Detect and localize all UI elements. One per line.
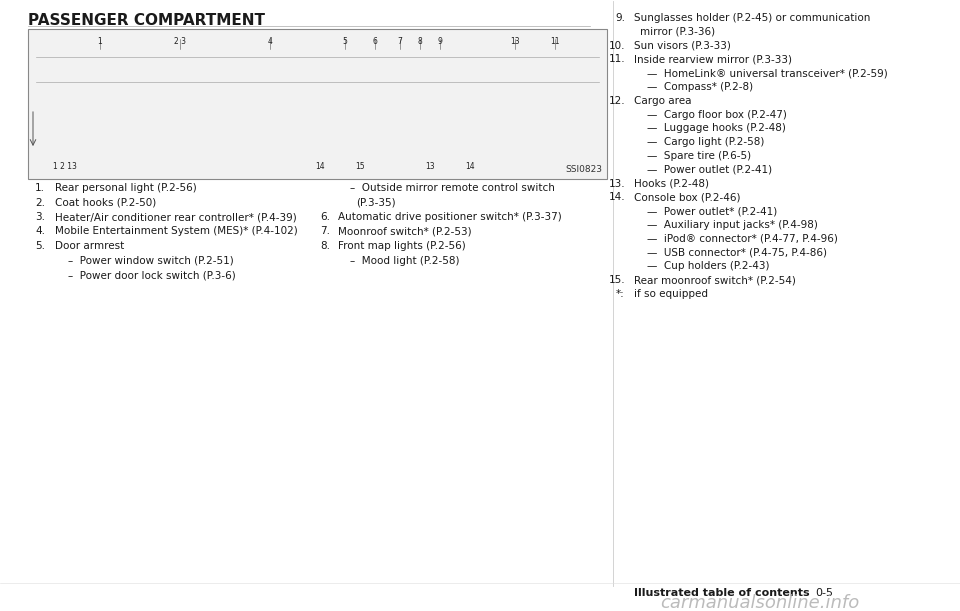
Text: 9.: 9. bbox=[615, 13, 625, 23]
Text: 1 2 13: 1 2 13 bbox=[53, 162, 77, 171]
Text: 1.: 1. bbox=[35, 183, 45, 193]
Text: 11.: 11. bbox=[609, 54, 625, 64]
Text: —  Cup holders (P.2-43): — Cup holders (P.2-43) bbox=[647, 262, 770, 271]
Text: —  Cargo floor box (P.2-47): — Cargo floor box (P.2-47) bbox=[647, 109, 787, 120]
Text: —  HomeLink® universal transceiver* (P.2-59): — HomeLink® universal transceiver* (P.2-… bbox=[647, 68, 888, 78]
Text: 10.: 10. bbox=[609, 40, 625, 51]
Text: Cargo area: Cargo area bbox=[634, 96, 691, 106]
Text: Rear moonroof switch* (P.2-54): Rear moonroof switch* (P.2-54) bbox=[634, 275, 796, 285]
Text: —  Luggage hooks (P.2-48): — Luggage hooks (P.2-48) bbox=[647, 123, 786, 133]
Text: 8: 8 bbox=[418, 37, 422, 46]
Text: 9: 9 bbox=[438, 37, 443, 46]
Text: —  Auxiliary input jacks* (P.4-98): — Auxiliary input jacks* (P.4-98) bbox=[647, 220, 818, 230]
Text: 6.: 6. bbox=[320, 212, 330, 222]
Text: 14.: 14. bbox=[609, 192, 625, 202]
Text: SSI0823: SSI0823 bbox=[565, 165, 602, 174]
Text: 14: 14 bbox=[315, 162, 324, 171]
Text: Hooks (P.2-48): Hooks (P.2-48) bbox=[634, 178, 709, 189]
Text: 4: 4 bbox=[268, 37, 273, 46]
Text: 7.: 7. bbox=[320, 227, 330, 236]
Text: Inside rearview mirror (P.3-33): Inside rearview mirror (P.3-33) bbox=[634, 54, 792, 64]
Text: if so equipped: if so equipped bbox=[634, 289, 708, 299]
Text: carmanualsonline.info: carmanualsonline.info bbox=[660, 594, 859, 611]
Text: Automatic drive positioner switch* (P.3-37): Automatic drive positioner switch* (P.3-… bbox=[338, 212, 562, 222]
Text: —  USB connector* (P.4-75, P.4-86): — USB connector* (P.4-75, P.4-86) bbox=[647, 247, 827, 258]
Text: 2 3: 2 3 bbox=[174, 37, 186, 46]
Text: 6: 6 bbox=[372, 37, 377, 46]
Text: 11: 11 bbox=[550, 37, 560, 46]
Text: 7: 7 bbox=[397, 37, 402, 46]
Text: 13: 13 bbox=[510, 37, 519, 46]
Text: *:: *: bbox=[616, 289, 625, 299]
Text: 8.: 8. bbox=[320, 241, 330, 251]
Text: 3.: 3. bbox=[35, 212, 45, 222]
Text: 13.: 13. bbox=[609, 178, 625, 189]
Text: Sun visors (P.3-33): Sun visors (P.3-33) bbox=[634, 40, 731, 51]
Text: 1: 1 bbox=[98, 37, 103, 46]
Text: —  Spare tire (P.6-5): — Spare tire (P.6-5) bbox=[647, 151, 751, 161]
Text: —  Power outlet* (P.2-41): — Power outlet* (P.2-41) bbox=[647, 206, 778, 216]
Text: 14: 14 bbox=[466, 162, 475, 171]
Text: (P.3-35): (P.3-35) bbox=[356, 197, 396, 208]
Text: Mobile Entertainment System (MES)* (P.4-102): Mobile Entertainment System (MES)* (P.4-… bbox=[55, 227, 298, 236]
Text: PASSENGER COMPARTMENT: PASSENGER COMPARTMENT bbox=[28, 13, 265, 28]
Text: Coat hooks (P.2-50): Coat hooks (P.2-50) bbox=[55, 197, 156, 208]
Text: 0-5: 0-5 bbox=[815, 588, 833, 598]
Text: –  Outside mirror remote control switch: – Outside mirror remote control switch bbox=[350, 183, 555, 193]
Text: 15: 15 bbox=[355, 162, 365, 171]
Text: Sunglasses holder (P.2-45) or communication: Sunglasses holder (P.2-45) or communicat… bbox=[634, 13, 871, 23]
Text: —  Compass* (P.2-8): — Compass* (P.2-8) bbox=[647, 82, 754, 92]
Text: —  Power outlet (P.2-41): — Power outlet (P.2-41) bbox=[647, 165, 772, 175]
Text: —  Cargo light (P.2-58): — Cargo light (P.2-58) bbox=[647, 137, 764, 147]
Text: 15.: 15. bbox=[609, 275, 625, 285]
Text: 2.: 2. bbox=[35, 197, 45, 208]
Text: 4.: 4. bbox=[35, 227, 45, 236]
Text: mirror (P.3-36): mirror (P.3-36) bbox=[640, 27, 715, 37]
Text: 5: 5 bbox=[343, 37, 348, 46]
Text: 5.: 5. bbox=[35, 241, 45, 251]
Text: –  Power door lock switch (P.3-6): – Power door lock switch (P.3-6) bbox=[68, 270, 236, 280]
Text: Rear personal light (P.2-56): Rear personal light (P.2-56) bbox=[55, 183, 197, 193]
Text: —  iPod® connector* (P.4-77, P.4-96): — iPod® connector* (P.4-77, P.4-96) bbox=[647, 234, 838, 244]
Bar bbox=[28, 29, 607, 179]
Text: 12.: 12. bbox=[609, 96, 625, 106]
Text: Console box (P.2-46): Console box (P.2-46) bbox=[634, 192, 740, 202]
Text: Heater/Air conditioner rear controller* (P.4-39): Heater/Air conditioner rear controller* … bbox=[55, 212, 297, 222]
Text: Moonroof switch* (P.2-53): Moonroof switch* (P.2-53) bbox=[338, 227, 471, 236]
Text: –  Mood light (P.2-58): – Mood light (P.2-58) bbox=[350, 255, 460, 266]
Text: Door armrest: Door armrest bbox=[55, 241, 124, 251]
Text: Illustrated table of contents: Illustrated table of contents bbox=[635, 588, 810, 598]
Text: Front map lights (P.2-56): Front map lights (P.2-56) bbox=[338, 241, 466, 251]
Text: 13: 13 bbox=[425, 162, 435, 171]
Text: –  Power window switch (P.2-51): – Power window switch (P.2-51) bbox=[68, 255, 233, 266]
